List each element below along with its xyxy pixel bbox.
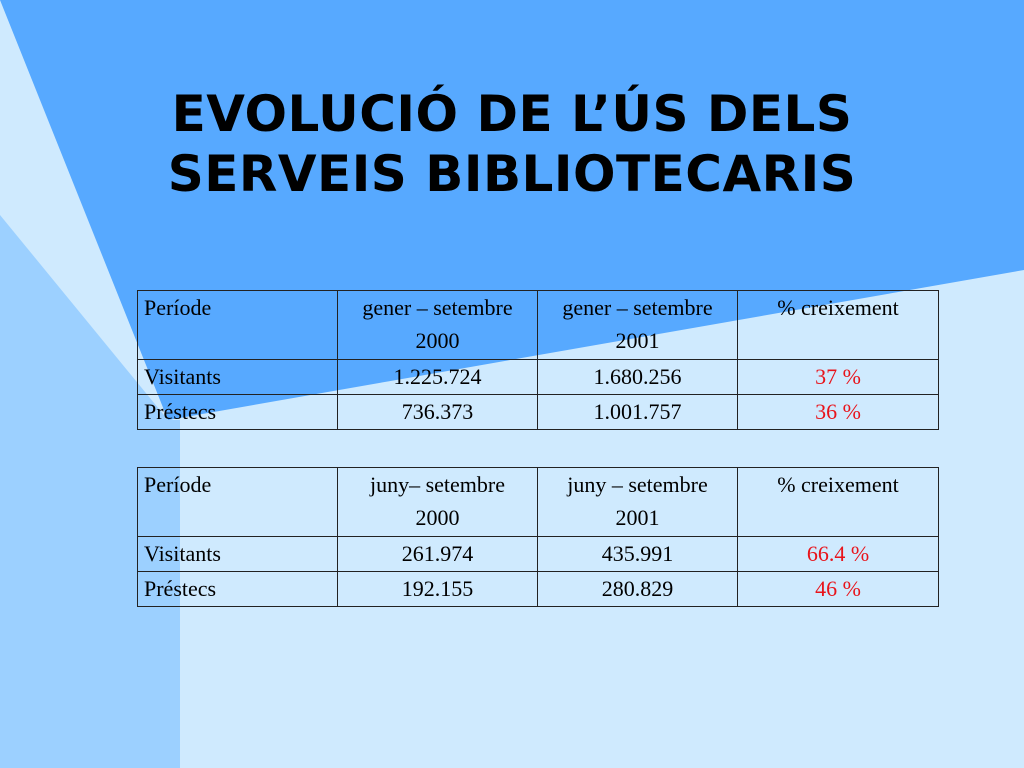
stats-table-jun-sep: Període juny– setembre 2000 juny – setem… bbox=[137, 467, 939, 607]
table-row: Préstecs 192.155 280.829 46 % bbox=[137, 571, 939, 607]
header-growth: % creixement bbox=[737, 290, 939, 360]
row-label: Visitants bbox=[137, 536, 338, 572]
table-header-row: Període gener – setembre 2000 gener – se… bbox=[137, 290, 939, 360]
value-2001: 1.680.256 bbox=[537, 359, 738, 395]
value-2000: 736.373 bbox=[337, 394, 538, 430]
title-line-1: EVOLUCIÓ DE L’ÚS DELS bbox=[171, 85, 853, 143]
header-period-range: juny – setembre bbox=[567, 472, 708, 497]
value-2000: 192.155 bbox=[337, 571, 538, 607]
header-year-2001: gener – setembre 2001 bbox=[537, 290, 738, 360]
value-2001: 435.991 bbox=[537, 536, 738, 572]
header-year-2000: juny– setembre 2000 bbox=[337, 467, 538, 537]
header-year: 2001 bbox=[615, 505, 660, 530]
header-year: 2000 bbox=[415, 328, 460, 353]
header-year-2001: juny – setembre 2001 bbox=[537, 467, 738, 537]
growth-value: 46 % bbox=[737, 571, 939, 607]
value-2000: 1.225.724 bbox=[337, 359, 538, 395]
row-label: Visitants bbox=[137, 359, 338, 395]
header-year: 2000 bbox=[415, 505, 460, 530]
header-period-range: gener – setembre bbox=[562, 295, 713, 320]
table-row: Visitants 261.974 435.991 66.4 % bbox=[137, 536, 939, 572]
value-2001: 280.829 bbox=[537, 571, 738, 607]
background-side-band bbox=[0, 215, 180, 768]
page-title: EVOLUCIÓ DE L’ÚS DELS SERVEIS BIBLIOTECA… bbox=[60, 84, 964, 204]
row-label: Préstecs bbox=[137, 394, 338, 430]
table-row: Visitants 1.225.724 1.680.256 37 % bbox=[137, 359, 939, 395]
header-period: Període bbox=[137, 290, 338, 360]
growth-value: 66.4 % bbox=[737, 536, 939, 572]
header-period-range: juny– setembre bbox=[369, 472, 506, 497]
header-year-2000: gener – setembre 2000 bbox=[337, 290, 538, 360]
table-row: Préstecs 736.373 1.001.757 36 % bbox=[137, 394, 939, 430]
header-year: 2001 bbox=[615, 328, 660, 353]
header-period: Període bbox=[137, 467, 338, 537]
table-header-row: Període juny– setembre 2000 juny – setem… bbox=[137, 467, 939, 537]
value-2001: 1.001.757 bbox=[537, 394, 738, 430]
header-growth: % creixement bbox=[737, 467, 939, 537]
row-label: Préstecs bbox=[137, 571, 338, 607]
stats-table-jan-sep: Període gener – setembre 2000 gener – se… bbox=[137, 290, 939, 430]
growth-value: 36 % bbox=[737, 394, 939, 430]
header-period-range: gener – setembre bbox=[362, 295, 513, 320]
value-2000: 261.974 bbox=[337, 536, 538, 572]
growth-value: 37 % bbox=[737, 359, 939, 395]
title-line-2: SERVEIS BIBLIOTECARIS bbox=[167, 145, 857, 203]
